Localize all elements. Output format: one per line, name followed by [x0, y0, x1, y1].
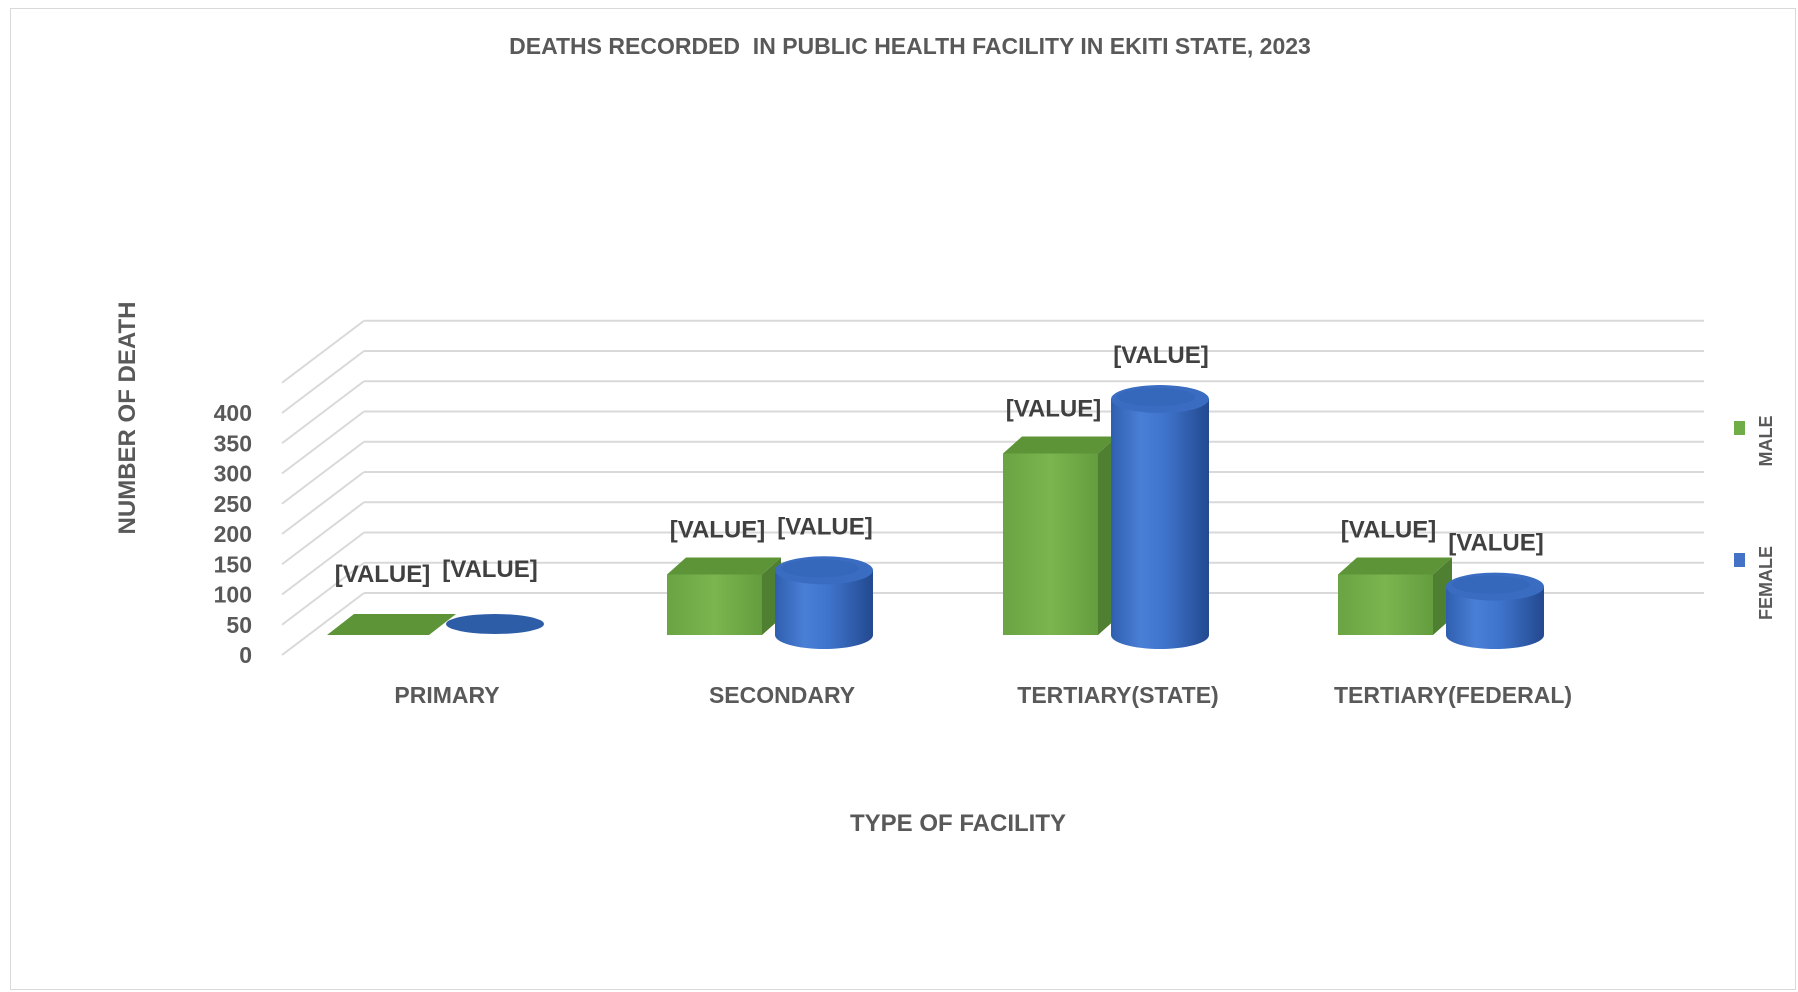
bar-female: [446, 614, 544, 634]
y-tick-label: 250: [214, 491, 252, 517]
bar-male: [1003, 436, 1117, 635]
legend-swatch-female: [1734, 553, 1745, 567]
bar-female: [775, 556, 873, 649]
chart-title: DEATHS RECORDED IN PUBLIC HEALTH FACILIT…: [509, 33, 1311, 59]
data-label-female: [VALUE]: [442, 556, 538, 583]
y-tick-label: 150: [214, 551, 252, 577]
gridline: [281, 319, 1704, 384]
y-axis-label: NUMBER OF DEATH: [114, 302, 141, 535]
chart-frame: [10, 8, 1796, 990]
data-label-male: [VALUE]: [670, 517, 766, 544]
x-tick-label: TERTIARY(STATE): [1017, 682, 1218, 708]
y-tick-label: 100: [214, 582, 252, 608]
data-label-male: [VALUE]: [1006, 396, 1102, 423]
bar-female: [1446, 572, 1544, 649]
legend: MALE FEMALE: [1734, 416, 1776, 620]
data-label-female: [VALUE]: [1113, 342, 1209, 369]
legend-item-female: FEMALE: [1734, 546, 1776, 620]
data-label-female: [VALUE]: [1448, 530, 1544, 557]
y-tick-label: 300: [214, 461, 252, 487]
x-tick-label: SECONDARY: [709, 682, 855, 708]
y-tick-label: 200: [214, 521, 252, 547]
x-axis-label: TYPE OF FACILITY: [850, 810, 1066, 837]
bars: [327, 385, 1544, 649]
gridline: [281, 380, 1704, 445]
y-tick-label: 50: [226, 612, 252, 638]
bar-male: [1338, 557, 1452, 635]
bar-female: [1111, 385, 1209, 649]
legend-item-male: MALE: [1734, 416, 1776, 467]
data-labels: [VALUE] [VALUE] [VALUE] [VALUE] [VALUE] [VALU…: [335, 342, 1544, 588]
data-label-male: [VALUE]: [1341, 517, 1437, 544]
y-tick-label: 350: [214, 430, 252, 456]
data-label-female: [VALUE]: [777, 513, 873, 540]
gridline: [281, 410, 1704, 475]
legend-label-female: FEMALE: [1756, 546, 1776, 620]
y-tick-label: 400: [214, 400, 252, 426]
y-tick-label: 0: [239, 642, 252, 668]
y-axis-ticks: 0 50 100 150 200 250 300 350 400: [214, 400, 252, 668]
bar-male: [667, 557, 781, 635]
legend-swatch-male: [1734, 421, 1745, 435]
legend-label-male: MALE: [1756, 416, 1776, 467]
x-tick-label: TERTIARY(FEDERAL): [1334, 682, 1572, 708]
bar-male: [327, 614, 456, 635]
x-axis-categories: PRIMARY SECONDARY TERTIARY(STATE) TERTIARY(…: [394, 682, 1572, 708]
data-label-male: [VALUE]: [335, 561, 431, 588]
gridline: [281, 350, 1704, 414]
x-tick-label: PRIMARY: [394, 682, 499, 708]
